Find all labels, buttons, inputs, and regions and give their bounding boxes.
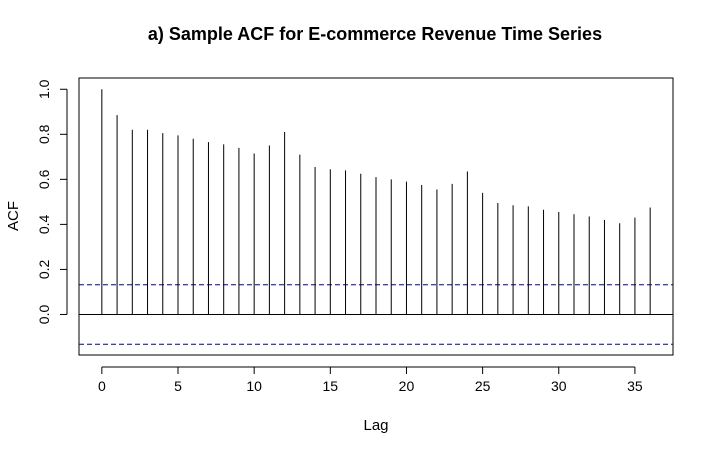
y-tick-label: 0.8 — [36, 124, 52, 144]
x-axis: 0 5 10 15 20 25 30 35 — [98, 366, 643, 394]
x-tick-label: 20 — [399, 378, 415, 394]
y-axis-label: ACF — [5, 201, 22, 231]
chart-title: a) Sample ACF for E-commerce Revenue Tim… — [148, 24, 602, 44]
y-tick-label: 0.4 — [36, 214, 52, 234]
x-axis-label: Lag — [363, 417, 388, 434]
plot-frame — [78, 77, 674, 356]
x-tick-label: 25 — [475, 378, 491, 394]
y-tick-label: 0.6 — [36, 169, 52, 189]
y-tick-label: 0.2 — [36, 259, 52, 279]
x-tick-label: 35 — [627, 378, 643, 394]
y-tick-label: 0.0 — [36, 305, 52, 325]
x-tick-label: 15 — [323, 378, 339, 394]
x-tick-label: 10 — [246, 378, 262, 394]
x-tick-label: 0 — [98, 378, 106, 394]
y-tick-label: 1.0 — [36, 79, 52, 99]
x-tick-label: 5 — [174, 378, 182, 394]
plot-marks — [79, 89, 673, 345]
y-axis: 0.0 0.2 0.4 0.6 0.8 1.0 — [36, 79, 68, 325]
x-tick-label: 30 — [551, 378, 567, 394]
